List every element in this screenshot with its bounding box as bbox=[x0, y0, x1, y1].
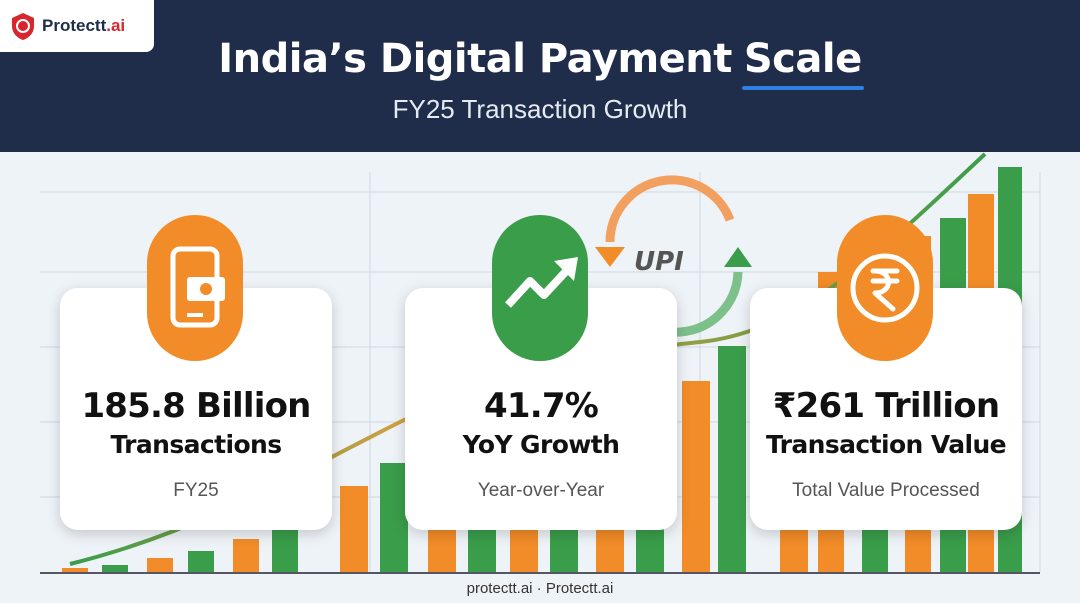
arrow-head bbox=[595, 247, 625, 267]
card-value: 41.7% bbox=[484, 386, 599, 426]
card-value: ₹261 Trillion bbox=[772, 386, 1000, 426]
stat-card: 185.8 Billion Transactions FY25 bbox=[60, 288, 332, 530]
title: India’s Digital Payment Scale bbox=[0, 36, 1080, 90]
icon-trend bbox=[492, 215, 588, 361]
card-label: Transaction Value bbox=[765, 430, 1007, 459]
logo-name: Protectt bbox=[42, 16, 107, 35]
logo: Protectt.ai bbox=[0, 0, 154, 52]
card-caption: Total Value Processed bbox=[792, 480, 980, 501]
arrow-head bbox=[724, 247, 752, 267]
header: Protectt.ai India’s Digital Payment Scale… bbox=[0, 0, 1080, 152]
title-text: India’s Digital Payment bbox=[218, 36, 732, 82]
card-label: YoY Growth bbox=[462, 430, 620, 459]
logo-shield bbox=[12, 13, 34, 40]
icon-rupee bbox=[837, 215, 933, 361]
footer: protectt.ai · Protectt.ai bbox=[466, 580, 614, 597]
card-caption: Year-over-Year bbox=[477, 480, 605, 501]
upi-badge: UPI bbox=[634, 247, 684, 277]
card-label: Transactions bbox=[110, 430, 282, 459]
logo-suffix: .ai bbox=[106, 16, 126, 35]
icon-phone bbox=[147, 215, 243, 361]
card-value: 185.8 Billion bbox=[81, 386, 311, 426]
card-caption: FY25 bbox=[173, 480, 219, 501]
subtitle: FY25 Transaction Growth bbox=[392, 94, 688, 124]
title-highlight: Scale bbox=[741, 36, 864, 90]
